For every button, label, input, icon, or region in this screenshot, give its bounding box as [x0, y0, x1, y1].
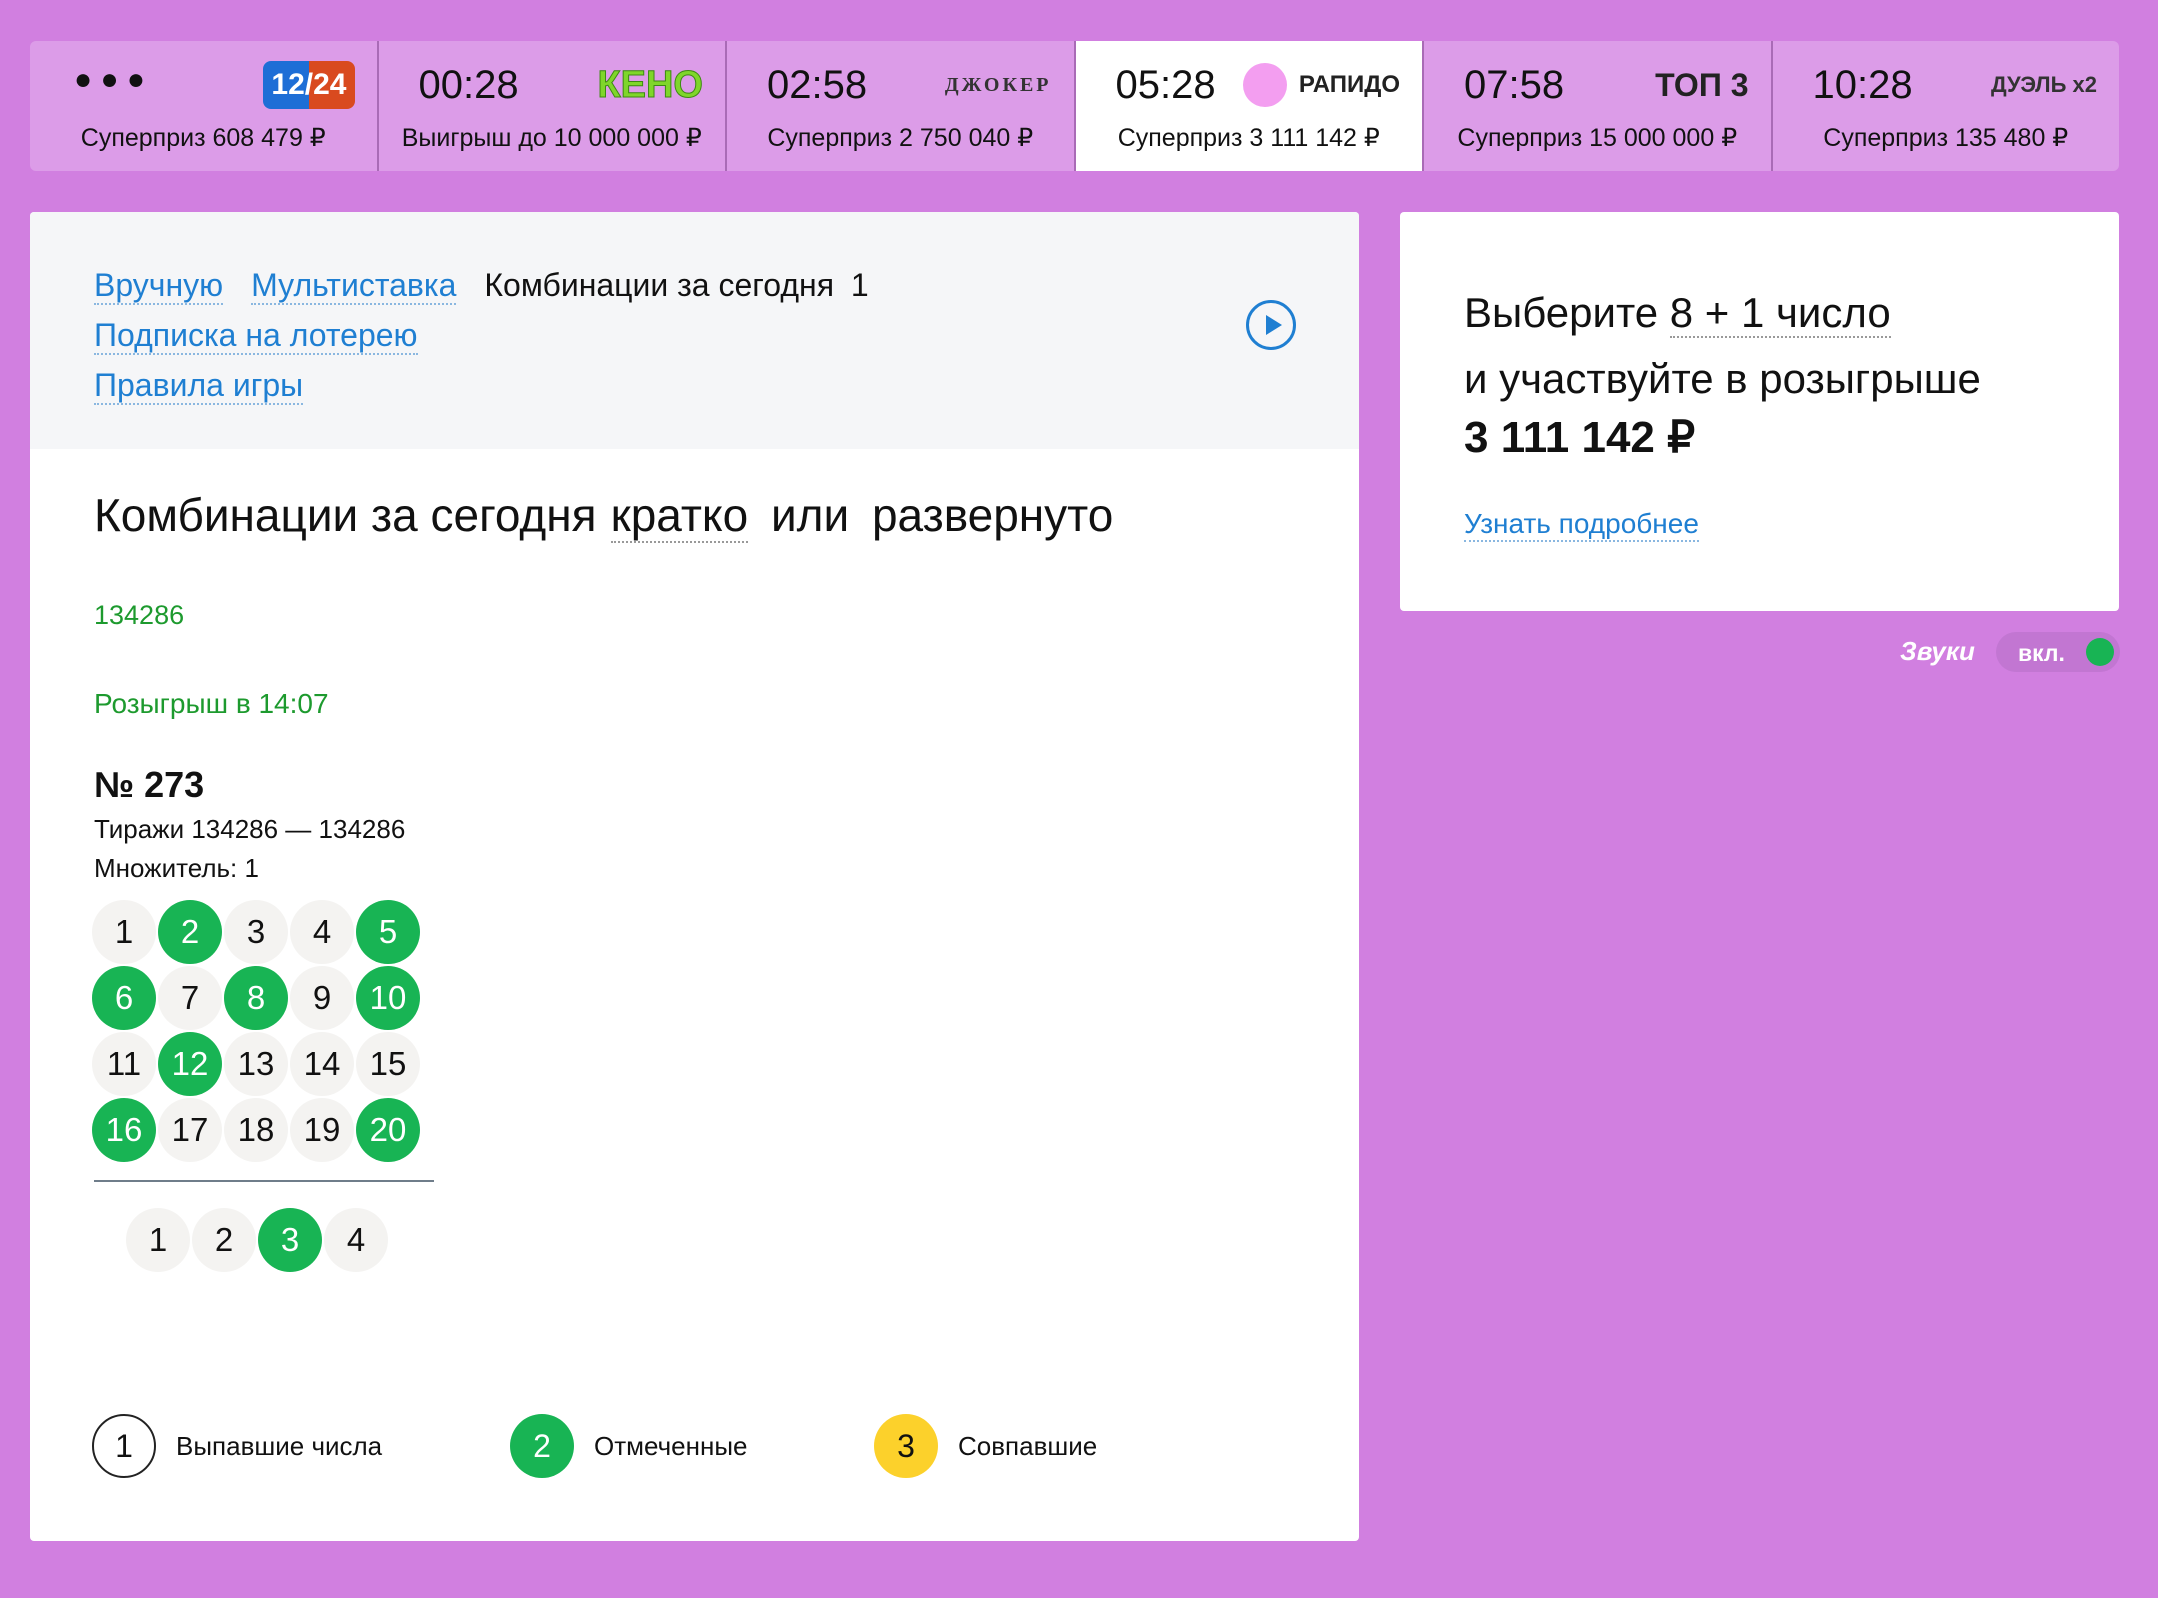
or-text: или — [770, 489, 850, 541]
number-ball: 18 — [224, 1098, 288, 1162]
legend-item: 1 Выпавшие числа — [92, 1414, 382, 1478]
number-ball: 19 — [290, 1098, 354, 1162]
lottery-tile-top3[interactable]: 07:58 ТОП 3 Суперприз 15 000 000 ₽ — [1424, 41, 1773, 171]
number-ball: 20 — [356, 1098, 420, 1162]
legend-ball: 2 — [510, 1414, 574, 1478]
promo-line1: Выберите — [1464, 289, 1659, 336]
number-ball: 8 — [224, 966, 288, 1030]
number-ball: 7 — [158, 966, 222, 1030]
expanded-toggle[interactable]: развернуто — [871, 489, 1114, 541]
legend-label: Выпавшие числа — [176, 1430, 383, 1461]
countdown: 02:58 — [767, 63, 868, 107]
countdown: 10:28 — [1812, 63, 1913, 107]
legend-label: Отмеченные — [594, 1430, 748, 1461]
lottery-tile-keno[interactable]: 00:28 КЕНО Выигрыш до 10 000 000 ₽ — [379, 41, 727, 171]
draws-range: Тиражи 134286 — 134286 — [94, 814, 406, 844]
number-ball: 2 — [158, 900, 222, 964]
promo-card: Выберите 8 + 1 число и участвуйте в розыг… — [1400, 212, 2119, 611]
tabs: Вручную Мультиставка Комбинации за сегодня… — [94, 260, 869, 410]
number-ball: 3 — [224, 900, 288, 964]
main-card: Вручную Мультиставка Комбинации за сегодня… — [30, 212, 1359, 1541]
draw-number: 134286 — [94, 600, 185, 630]
legend-ball: 1 — [92, 1414, 156, 1478]
toggle-knob — [2086, 638, 2114, 666]
12-24-logo: 12/24 — [263, 61, 355, 109]
countdown: 05:28 — [1115, 63, 1216, 107]
bonus-ball: 3 — [258, 1208, 322, 1272]
bonus-ball: 1 — [126, 1208, 190, 1272]
tab-combos-count: 1 — [850, 267, 869, 303]
number-ball: 6 — [92, 966, 156, 1030]
countdown: 00:28 — [418, 63, 519, 107]
number-ball: 1 — [92, 900, 156, 964]
number-ball: 16 — [92, 1098, 156, 1162]
play-icon[interactable] — [1246, 300, 1296, 350]
lottery-tile-duel[interactable]: 10:28 ДУЭЛЬ x2 Суперприз 135 480 ₽ — [1773, 41, 2120, 171]
learn-more-link[interactable]: Узнать подробнее — [1464, 508, 1699, 542]
balls-icon: ● ● ● — [74, 63, 146, 96]
legend-label: Совпавшие — [958, 1430, 1098, 1461]
joker-logo: ДЖОКЕР — [944, 73, 1052, 96]
ticket-info: № 273 Тиражи 134286 — 134286 Множитель: … — [94, 764, 405, 884]
page-title: Комбинации за сегодня кратко или разверну… — [94, 488, 1114, 543]
number-ball: 4 — [290, 900, 354, 964]
promo-highlight: 8 + 1 число — [1669, 289, 1891, 338]
bonus-ball: 2 — [192, 1208, 256, 1272]
ticket-number: № 273 — [94, 764, 205, 805]
legend-item: 3 Совпавшие — [874, 1414, 1097, 1478]
draw-time: Розыгрыш в 14:07 — [94, 688, 329, 719]
legend-ball: 3 — [874, 1414, 938, 1478]
lottery-tile-12-24[interactable]: ● ● ● 12/24 Суперприз 608 479 ₽ — [30, 41, 379, 171]
tab-multi[interactable]: Мультиставка — [251, 267, 457, 305]
sound-label: Звуки — [1900, 636, 1975, 666]
duel-logo: ДУЭЛЬ x2 — [1991, 72, 2097, 97]
divider — [94, 1180, 434, 1182]
prize-text: Суперприз 2 750 040 ₽ — [767, 124, 1034, 152]
promo-line2: и участвуйте в розыгрыше — [1464, 355, 1981, 402]
number-ball: 13 — [224, 1032, 288, 1096]
main-header: Вручную Мультиставка Комбинации за сегодня… — [30, 212, 1359, 449]
rapido-logo: РАПИДО — [1242, 61, 1400, 109]
sound-state: вкл. — [2018, 640, 2065, 666]
legend-item: 2 Отмеченные — [510, 1414, 747, 1478]
tab-subscription[interactable]: Подписка на лотерею — [94, 317, 418, 355]
number-ball: 9 — [290, 966, 354, 1030]
number-ball: 15 — [356, 1032, 420, 1096]
multiplier: Множитель: 1 — [94, 853, 259, 883]
lottery-bar: ● ● ● 12/24 Суперприз 608 479 ₽ 00:28 КЕНО Вы… — [30, 41, 2119, 171]
number-ball: 10 — [356, 966, 420, 1030]
prize-text: Суперприз 608 479 ₽ — [80, 124, 326, 152]
bonus-ball: 4 — [324, 1208, 388, 1272]
prize-text: Суперприз 3 111 142 ₽ — [1117, 124, 1380, 152]
prize-text: Суперприз 15 000 000 ₽ — [1457, 124, 1738, 152]
brief-toggle[interactable]: кратко — [610, 489, 749, 543]
lottery-tile-rapido[interactable]: 05:28 РАПИДО Суперприз 3 111 142 ₽ — [1075, 41, 1424, 171]
tab-manual[interactable]: Вручную — [94, 267, 224, 305]
countdown: 07:58 — [1464, 63, 1565, 107]
prize-text: Суперприз 135 480 ₽ — [1823, 124, 2069, 152]
promo-amount: 3 111 142 ₽ — [1464, 413, 1696, 462]
number-ball: 11 — [92, 1032, 156, 1096]
number-ball: 12 — [158, 1032, 222, 1096]
top3-logo: ТОП 3 — [1655, 66, 1749, 103]
number-ball: 5 — [356, 900, 420, 964]
number-ball: 14 — [290, 1032, 354, 1096]
tab-combos[interactable]: Комбинации за сегодня — [484, 267, 835, 303]
prize-text: Выигрыш до 10 000 000 ₽ — [401, 124, 702, 152]
lottery-tile-joker[interactable]: 02:58 ДЖОКЕР Суперприз 2 750 040 ₽ — [727, 41, 1076, 171]
tab-rules[interactable]: Правила игры — [94, 367, 304, 405]
keno-logo: КЕНО — [597, 63, 704, 106]
number-ball: 17 — [158, 1098, 222, 1162]
sound-toggle[interactable]: вкл. — [1996, 632, 2120, 672]
title-text: Комбинации за сегодня — [94, 489, 597, 541]
